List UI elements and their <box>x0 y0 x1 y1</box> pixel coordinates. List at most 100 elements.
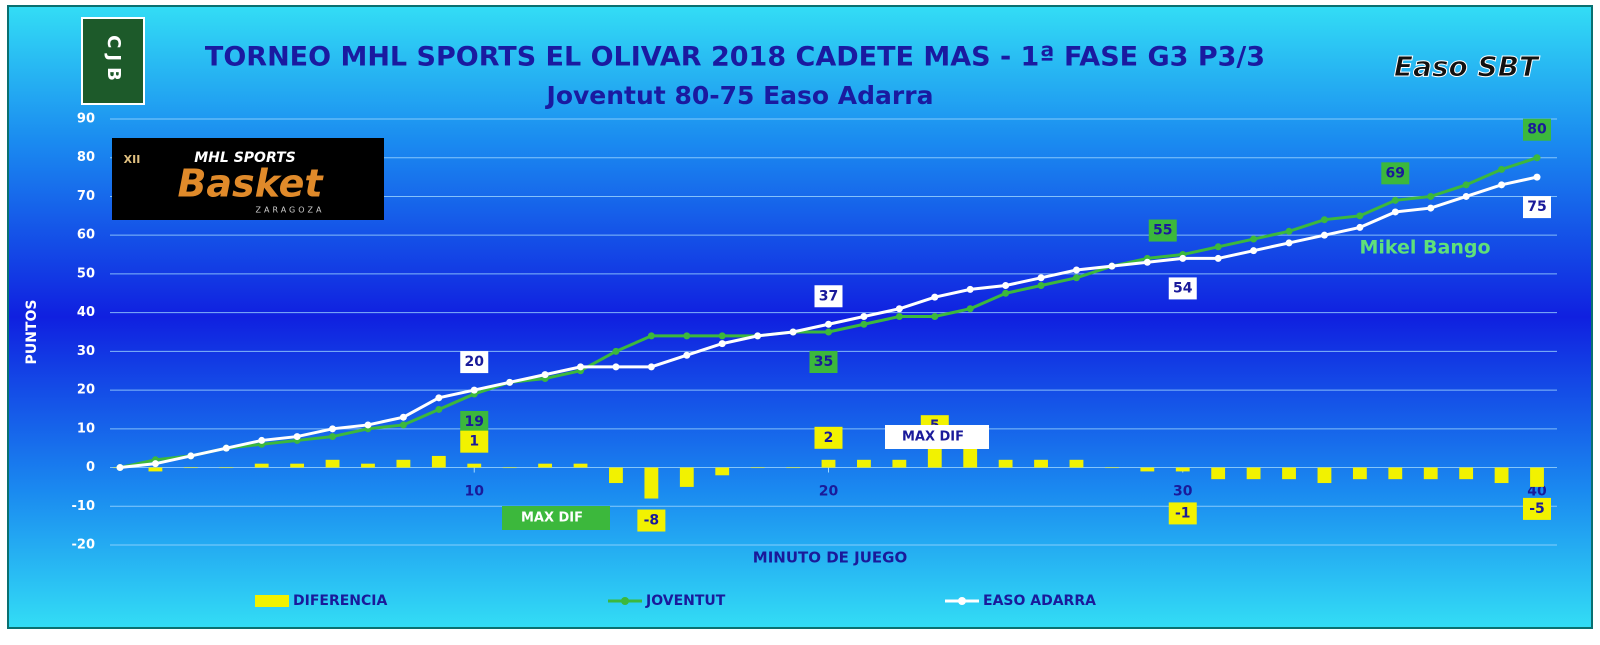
logo-right: Easo SBT <box>1394 50 1540 83</box>
point <box>399 421 407 429</box>
point <box>718 332 726 340</box>
point <box>1037 274 1045 282</box>
annotation-box <box>885 425 989 449</box>
point <box>1002 282 1010 290</box>
data-label: -1 <box>1175 505 1191 521</box>
bar <box>538 463 553 468</box>
y-tick-label: 30 <box>77 344 95 359</box>
point <box>577 363 585 371</box>
y-tick-label: 40 <box>77 305 95 320</box>
bar <box>644 467 659 499</box>
point <box>895 313 903 321</box>
point <box>966 305 974 313</box>
point <box>612 363 620 371</box>
x-axis-label: MINUTO DE JUEGO <box>753 549 907 567</box>
banner-bg <box>112 138 384 220</box>
bar <box>1034 459 1048 468</box>
point <box>116 464 124 472</box>
point <box>1462 192 1470 200</box>
bar <box>821 459 836 468</box>
data-label-box <box>460 351 489 374</box>
data-label-box <box>1168 502 1197 525</box>
data-label: -8 <box>644 513 660 529</box>
point <box>683 351 691 359</box>
bar <box>573 463 588 468</box>
point <box>1356 212 1364 220</box>
bar <box>325 459 340 468</box>
data-label-box <box>1148 219 1177 242</box>
data-label: -5 <box>1529 501 1545 517</box>
chart-title: TORNEO MHL SPORTS EL OLIVAR 2018 CADETE … <box>205 42 1265 73</box>
point <box>1143 258 1151 266</box>
data-label-box <box>637 509 666 532</box>
data-label: 54 <box>1173 280 1193 296</box>
data-label: 37 <box>819 288 838 304</box>
bar <box>609 467 623 484</box>
banner-top: MHL SPORTS <box>194 150 295 166</box>
point <box>1320 231 1328 239</box>
legend-marker <box>621 597 629 605</box>
bar <box>1459 467 1474 480</box>
data-label-box <box>1168 277 1197 300</box>
banner: XII MHL SPORTS Basket ZARAGOZA <box>112 138 384 220</box>
annotation: MAX DIF <box>521 511 583 526</box>
bar <box>1140 467 1155 472</box>
bar <box>1494 467 1509 484</box>
point <box>329 433 337 441</box>
bar <box>1175 467 1190 472</box>
point <box>1285 239 1293 247</box>
point <box>1320 216 1328 224</box>
point <box>647 363 655 371</box>
bar <box>431 455 446 468</box>
point <box>187 452 195 460</box>
y-tick-label: -20 <box>72 538 96 553</box>
bar <box>1246 467 1261 480</box>
banner-badge: XII <box>124 153 141 166</box>
point <box>1072 274 1080 282</box>
y-tick-label: 20 <box>77 383 95 398</box>
point <box>931 293 939 301</box>
data-label: 35 <box>814 354 833 370</box>
bar <box>1211 467 1226 480</box>
point <box>1533 154 1541 162</box>
data-label-box <box>1523 118 1551 141</box>
point <box>1002 289 1010 297</box>
data-label: 80 <box>1527 122 1547 138</box>
point <box>435 405 443 413</box>
data-label: 1 <box>469 434 479 450</box>
data-label-box <box>814 426 843 449</box>
legend-label: EASO ADARRA <box>983 593 1096 609</box>
y-tick-label: 10 <box>77 421 95 436</box>
point <box>151 460 159 468</box>
background <box>7 5 1593 629</box>
bar <box>1388 467 1403 480</box>
point <box>1250 235 1258 243</box>
point <box>1037 282 1045 290</box>
bar <box>1104 467 1119 469</box>
point <box>1533 173 1541 181</box>
y-tick-label: 60 <box>77 228 95 243</box>
banner-sub: ZARAGOZA <box>256 206 325 215</box>
y-tick-label: 80 <box>77 150 95 165</box>
y-axis-label: PUNTOS <box>24 300 40 365</box>
point <box>612 347 620 355</box>
data-label-box <box>460 430 489 453</box>
banner-main: Basket <box>177 162 324 206</box>
point <box>222 444 230 452</box>
legend-label: JOVENTUT <box>645 593 726 609</box>
bar <box>679 467 694 487</box>
logo-left: CJB <box>81 17 145 105</box>
point <box>470 386 478 394</box>
bar <box>502 467 517 469</box>
point <box>1427 192 1435 200</box>
point <box>293 433 301 441</box>
data-label: 69 <box>1386 165 1405 181</box>
point <box>718 340 726 348</box>
point <box>364 421 372 429</box>
y-tick-label: -10 <box>72 499 96 514</box>
point <box>1356 223 1364 231</box>
point <box>1498 181 1506 189</box>
x-tick-label: 20 <box>819 484 839 500</box>
bar <box>1530 467 1544 487</box>
point <box>895 305 903 313</box>
